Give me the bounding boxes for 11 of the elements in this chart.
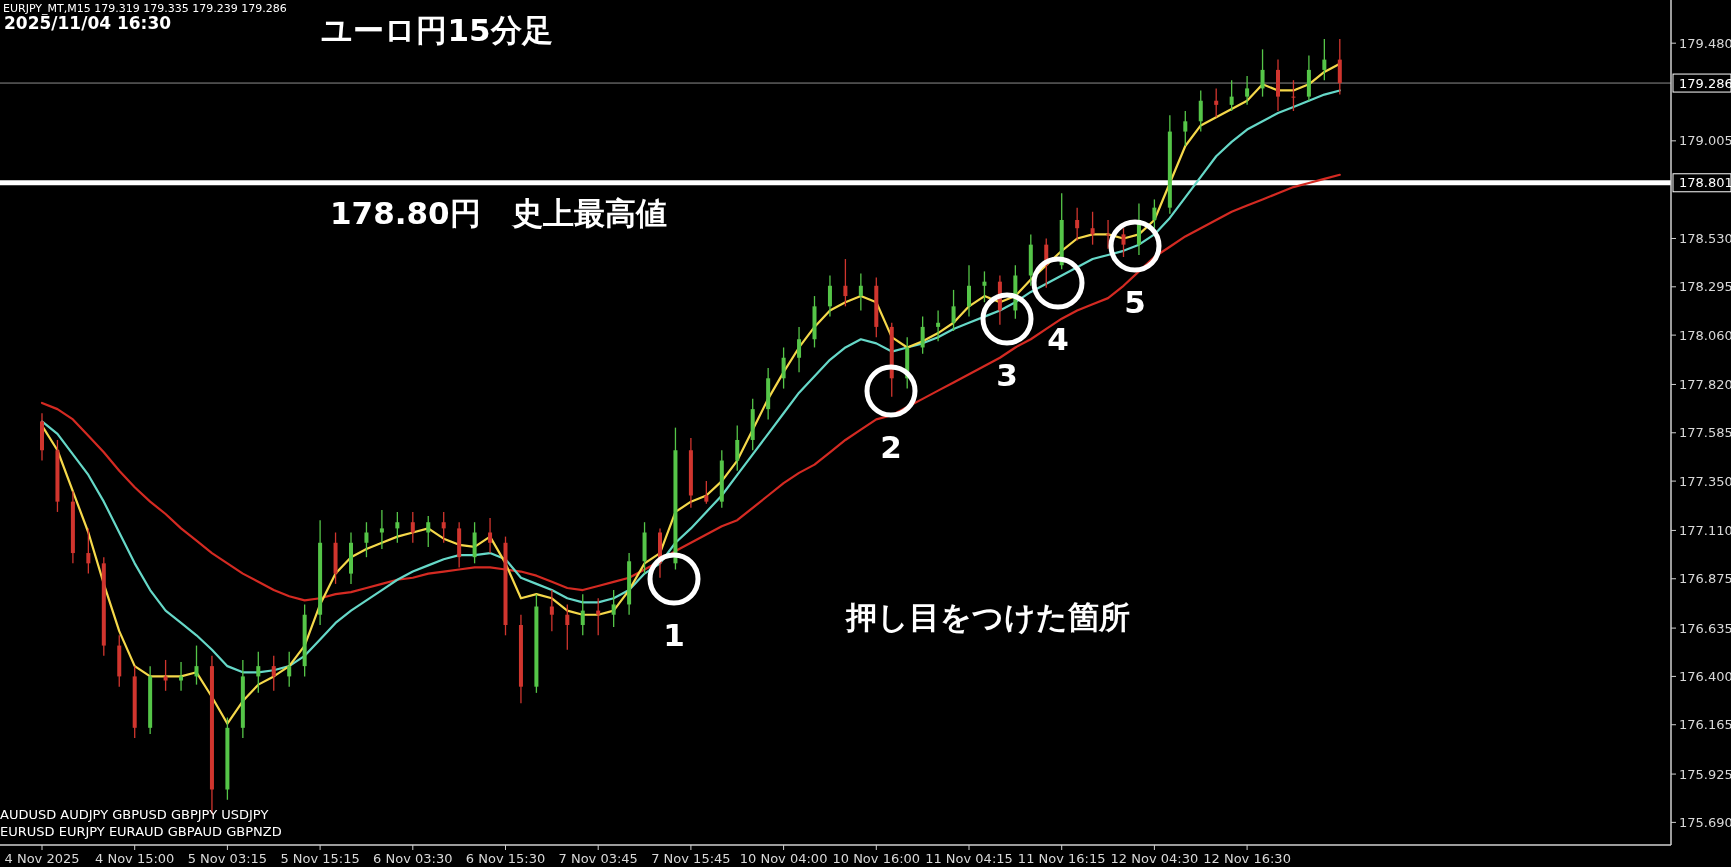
- annotation: 1: [663, 617, 685, 653]
- annotation: 5: [1124, 284, 1146, 320]
- annotation: AUDUSD AUDJPY GBPUSD GBPJPY USDJPY: [0, 806, 269, 822]
- subtitle: EURJPY_MT,M15 179.319 179.335 179.239 179.286: [3, 1, 287, 15]
- annotation: 押し目をつけた箇所: [846, 599, 1130, 635]
- title: ユーロ円15分足: [321, 12, 553, 48]
- annotation: EURUSD EURJPY EURAUD GBPAUD GBPNZD: [0, 823, 282, 839]
- annotation: 178.80円 史上最高値: [330, 195, 667, 231]
- annotation: 3: [996, 357, 1018, 393]
- annotation: 4: [1047, 321, 1069, 357]
- annotation: 2: [880, 429, 902, 465]
